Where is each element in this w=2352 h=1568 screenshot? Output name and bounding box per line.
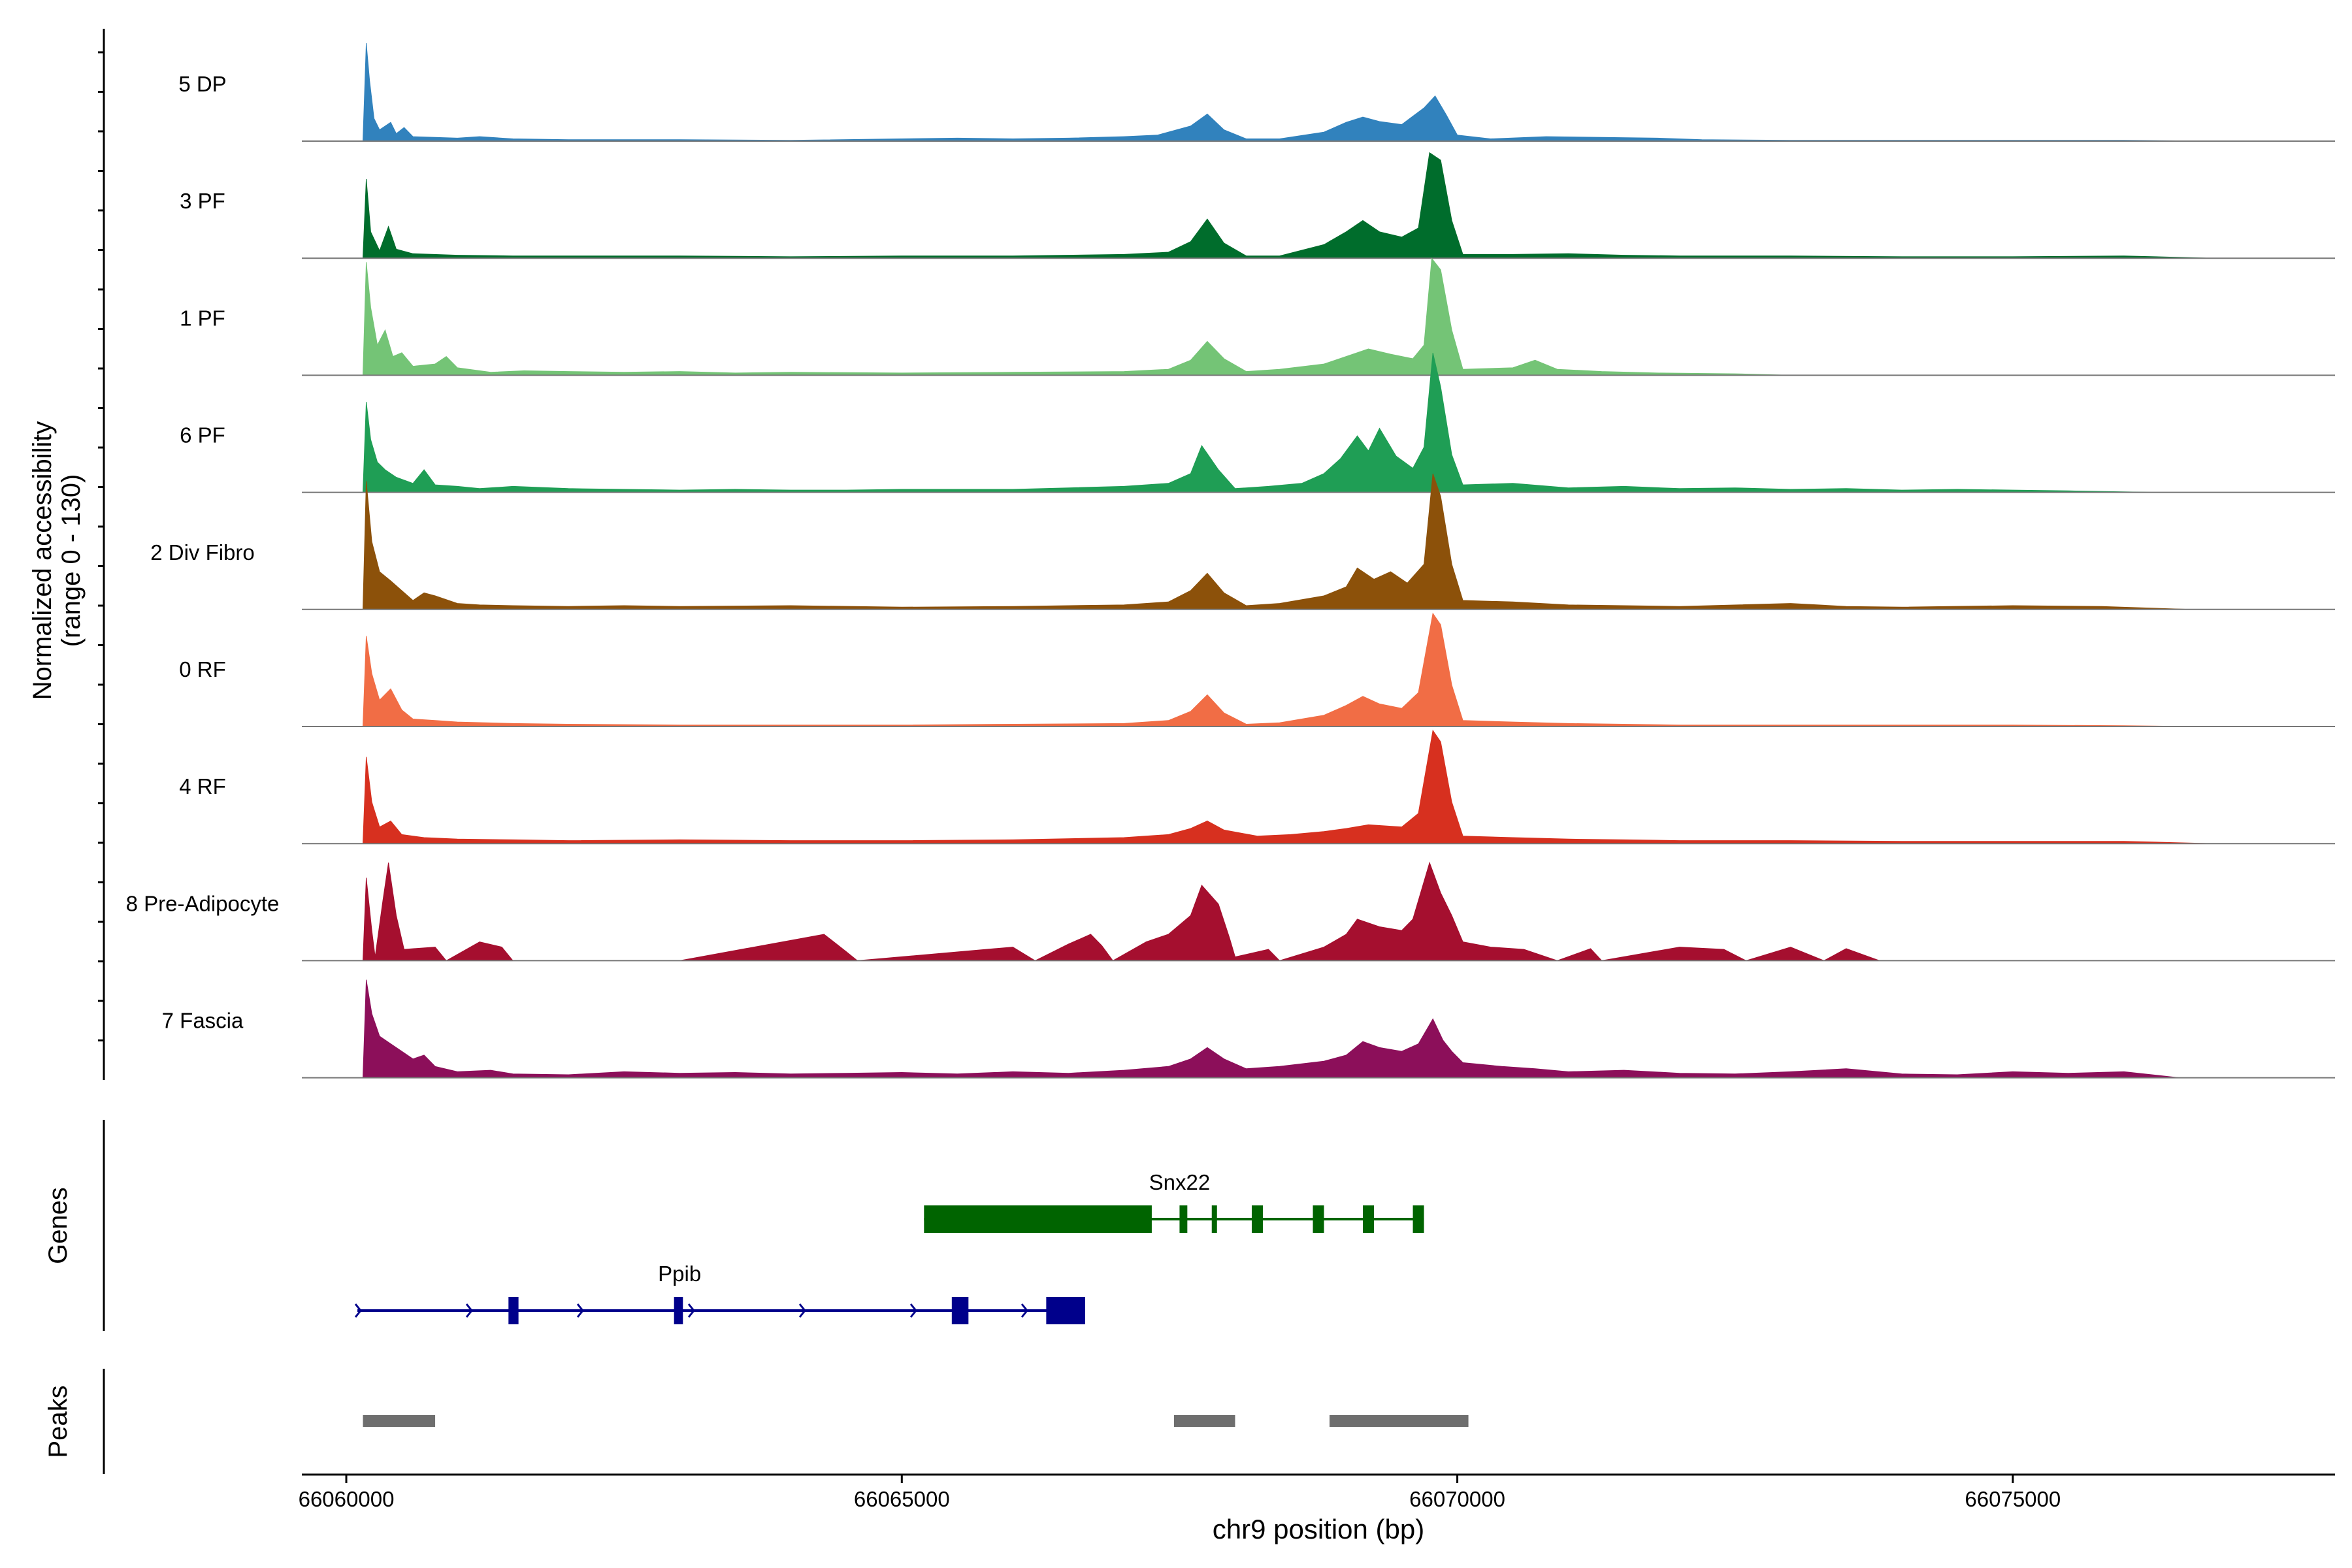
strand-arrow (909, 1303, 917, 1318)
coverage-track: 0 RF (179, 612, 2335, 727)
gene-model: Snx22 (924, 1170, 1424, 1233)
coverage-area (362, 42, 2213, 142)
coverage-track: 4 RF (179, 729, 2335, 845)
gene-exon (1413, 1205, 1424, 1233)
peak-region (1330, 1415, 1469, 1427)
strand-arrow (687, 1303, 695, 1318)
track-label: 6 PF (180, 423, 225, 448)
strand-arrow (354, 1303, 362, 1318)
strand-arrow (576, 1303, 584, 1318)
x-axis-label: chr9 position (bp) (1213, 1514, 1425, 1544)
track-label: 4 RF (179, 774, 226, 798)
gene-annotations: Snx22 Ppib (354, 1170, 1424, 1324)
track-label: 7 Fascia (162, 1009, 244, 1033)
coverage-axis-ticks (98, 51, 104, 1041)
coverage-track: 2 Div Fibro (150, 473, 2335, 610)
genes-panel-label: Genes (44, 1187, 73, 1264)
gene-exon (1211, 1205, 1217, 1233)
gene-exon (1046, 1297, 1085, 1324)
strand-arrow (1021, 1303, 1028, 1318)
strand-arrow (798, 1303, 806, 1318)
coverage-area (362, 257, 1791, 376)
coverage-track: 5 DP (178, 42, 2335, 142)
peak-region (363, 1415, 436, 1427)
coverage-area (362, 612, 2191, 727)
coverage-track: 3 PF (180, 152, 2335, 259)
x-axis-tick-label: 66070000 (1409, 1487, 1505, 1511)
track-label: 1 PF (180, 306, 225, 330)
peaks-panel-label: Peaks (44, 1385, 73, 1458)
gene-exon (1363, 1205, 1375, 1233)
track-label: 3 PF (180, 189, 225, 213)
coverage-track: 8 Pre-Adipocyte (126, 861, 2335, 962)
gene-exon (1313, 1205, 1324, 1233)
gene-label: Snx22 (1149, 1170, 1211, 1194)
gene-exon (951, 1297, 969, 1324)
gene-exon (1251, 1205, 1263, 1233)
coverage-area (362, 729, 2213, 844)
x-axis-tick-label: 66060000 (299, 1487, 395, 1511)
coverage-area (362, 979, 2180, 1079)
x-axis-ticks: 66060000 66065000 66070000 66075000 (299, 1475, 2061, 1511)
track-label: 2 Div Fibro (150, 540, 255, 564)
gene-label: Ppib (658, 1262, 701, 1286)
gene-exon (508, 1297, 519, 1324)
coverage-area (362, 152, 2213, 259)
coverage-area (362, 352, 2157, 493)
x-axis-tick-label: 66075000 (1965, 1487, 2061, 1511)
coverage-track: 1 PF (180, 257, 2335, 376)
y-axis-label: Normalized accessibility (28, 421, 57, 700)
gene-exon (674, 1297, 683, 1324)
peak-region (1173, 1415, 1235, 1427)
coverage-area (362, 861, 1880, 962)
coverage-area (362, 473, 2191, 610)
gene-exon (924, 1205, 1152, 1233)
strand-arrow (465, 1303, 473, 1318)
coverage-track: 6 PF (180, 352, 2335, 493)
gene-exon (1179, 1205, 1188, 1233)
coverage-tracks: 5 DP 3 PF 1 PF 6 PF 2 Div Fibro 0 RF 4 RF 8 Pre… (126, 42, 2335, 1079)
coverage-track: 7 Fascia (162, 979, 2335, 1079)
y-axis-range-label: (range 0 - 130) (57, 474, 86, 647)
track-label: 0 RF (179, 657, 226, 681)
track-label: 8 Pre-Adipocyte (126, 891, 280, 915)
x-axis-tick-label: 66065000 (854, 1487, 950, 1511)
track-label: 5 DP (178, 72, 226, 96)
gene-model: Ppib (354, 1262, 1085, 1324)
peak-regions (363, 1415, 1469, 1427)
